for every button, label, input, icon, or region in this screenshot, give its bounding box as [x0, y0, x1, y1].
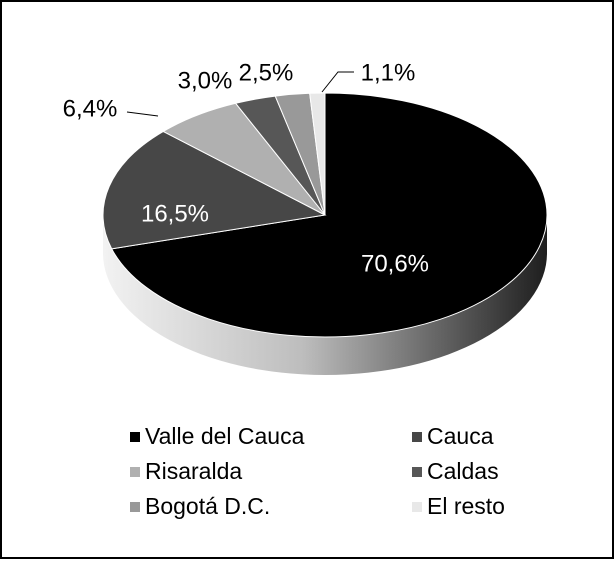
leader-line	[126, 111, 159, 117]
data-label: 16,5%	[141, 200, 209, 227]
leader-line	[321, 71, 354, 93]
pie-slice	[102, 130, 327, 250]
legend-label: Cauca	[427, 423, 494, 449]
data-label: 2,5%	[239, 59, 294, 86]
pie-slice	[110, 92, 548, 338]
legend-swatch	[412, 432, 422, 442]
legend-swatch	[130, 467, 140, 477]
legend-swatch	[130, 432, 140, 442]
data-label: 1,1%	[361, 59, 416, 86]
pie-side	[103, 215, 547, 375]
data-label: 3,0%	[178, 67, 233, 94]
legend-label: Valle del Cauca	[145, 423, 305, 449]
legend-label: Bogotá D.C.	[145, 493, 270, 519]
data-label: 6,4%	[63, 95, 118, 122]
legend-label: Risaralda	[145, 458, 242, 484]
legend-swatch	[130, 502, 140, 512]
legend-swatch	[412, 467, 422, 477]
pie-slice	[309, 92, 326, 216]
legend-label: Caldas	[427, 458, 499, 484]
legend-swatch	[412, 502, 422, 512]
data-label: 70,6%	[361, 250, 429, 277]
legend-label: El resto	[427, 493, 505, 519]
